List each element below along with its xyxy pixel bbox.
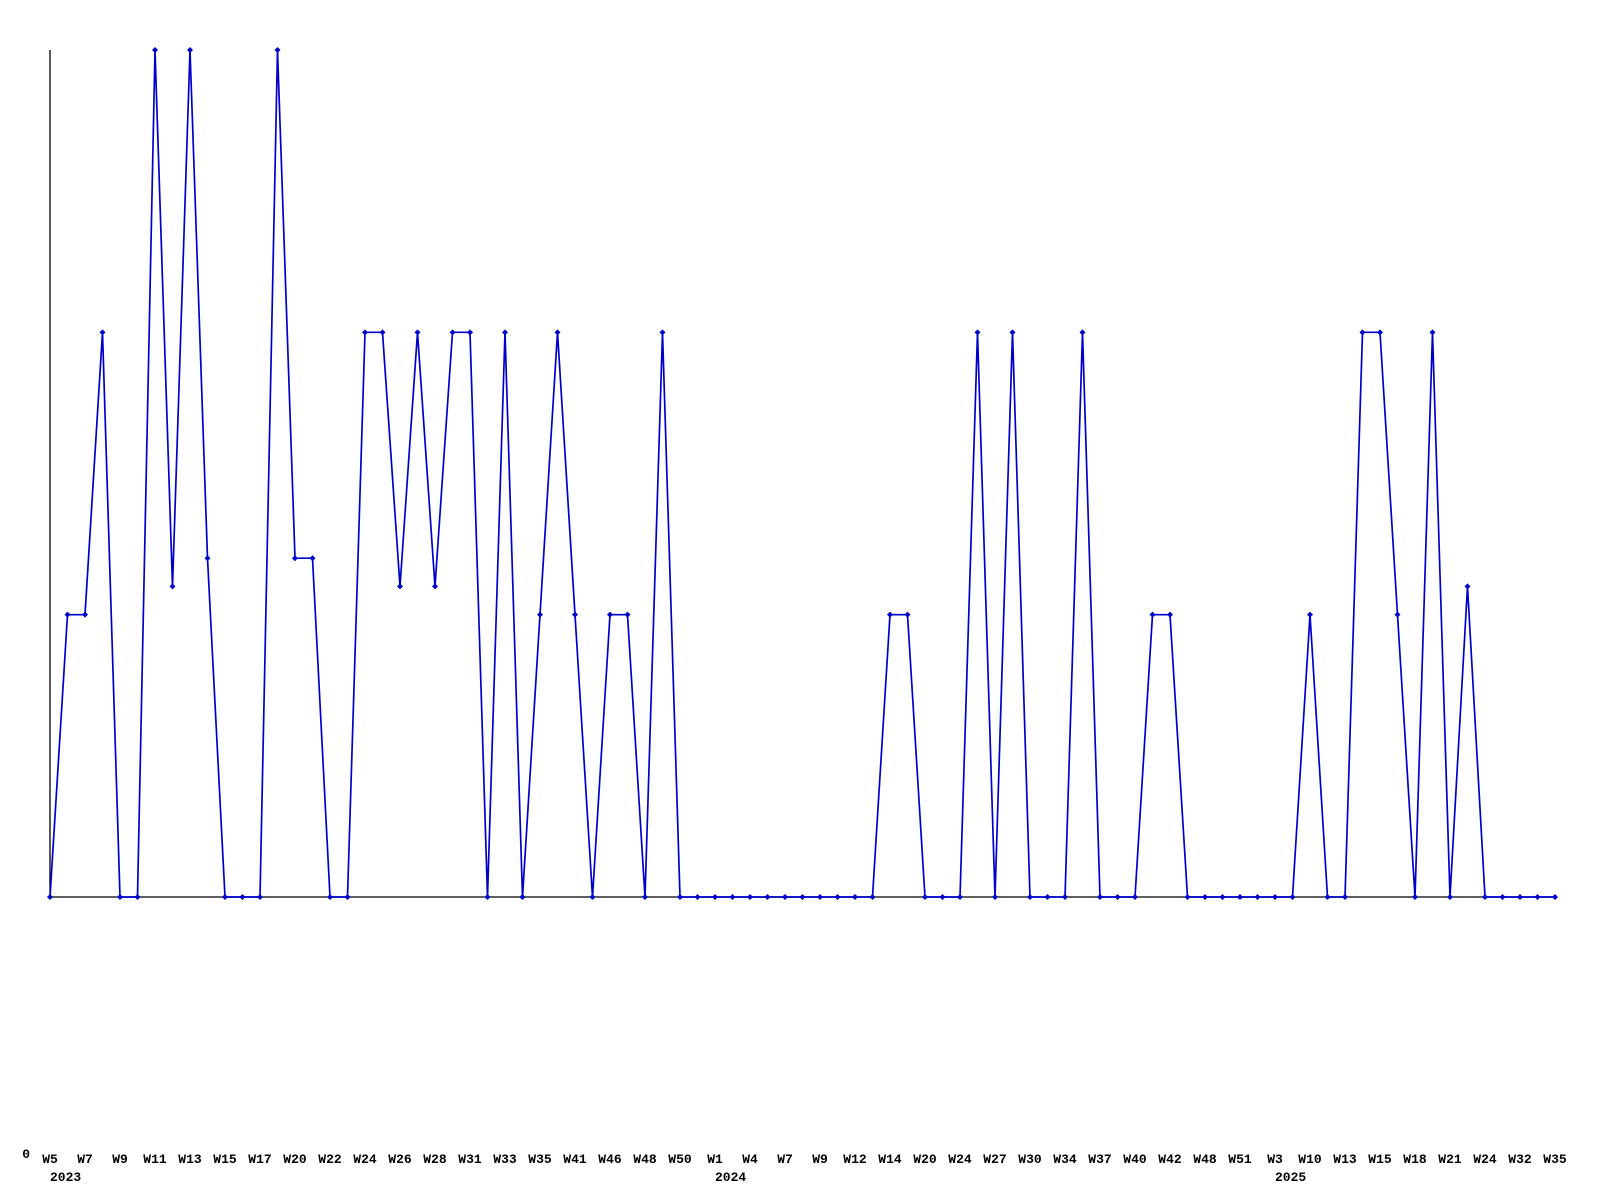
svg-text:W22: W22 xyxy=(318,1152,342,1167)
svg-text:W32: W32 xyxy=(1508,1152,1532,1167)
svg-text:W24: W24 xyxy=(948,1152,972,1167)
svg-text:0: 0 xyxy=(22,1147,30,1162)
svg-text:W9: W9 xyxy=(812,1152,828,1167)
svg-text:W1: W1 xyxy=(707,1152,723,1167)
svg-text:2025: 2025 xyxy=(1275,1170,1306,1185)
svg-text:W10: W10 xyxy=(1298,1152,1322,1167)
svg-text:W17: W17 xyxy=(248,1152,271,1167)
svg-text:W18: W18 xyxy=(1403,1152,1427,1167)
svg-text:W9: W9 xyxy=(112,1152,128,1167)
svg-text:W35: W35 xyxy=(528,1152,552,1167)
svg-text:W28: W28 xyxy=(423,1152,447,1167)
svg-text:W4: W4 xyxy=(742,1152,758,1167)
svg-text:W35: W35 xyxy=(1543,1152,1567,1167)
svg-text:W11: W11 xyxy=(143,1152,167,1167)
svg-text:W15: W15 xyxy=(213,1152,237,1167)
svg-text:W41: W41 xyxy=(563,1152,587,1167)
svg-text:W12: W12 xyxy=(843,1152,867,1167)
svg-text:W7: W7 xyxy=(777,1152,793,1167)
svg-text:W40: W40 xyxy=(1123,1152,1147,1167)
svg-text:W37: W37 xyxy=(1088,1152,1111,1167)
svg-text:W51: W51 xyxy=(1228,1152,1252,1167)
svg-text:W30: W30 xyxy=(1018,1152,1042,1167)
svg-text:W24: W24 xyxy=(1473,1152,1497,1167)
svg-text:W26: W26 xyxy=(388,1152,412,1167)
svg-text:W20: W20 xyxy=(283,1152,307,1167)
svg-text:W3: W3 xyxy=(1267,1152,1283,1167)
svg-text:W42: W42 xyxy=(1158,1152,1182,1167)
svg-text:W50: W50 xyxy=(668,1152,692,1167)
svg-text:W20: W20 xyxy=(913,1152,937,1167)
svg-text:W5: W5 xyxy=(42,1152,58,1167)
svg-text:W48: W48 xyxy=(1193,1152,1217,1167)
svg-text:W7: W7 xyxy=(77,1152,93,1167)
svg-text:W15: W15 xyxy=(1368,1152,1392,1167)
svg-text:W48: W48 xyxy=(633,1152,657,1167)
svg-text:W27: W27 xyxy=(983,1152,1006,1167)
svg-text:W34: W34 xyxy=(1053,1152,1077,1167)
svg-text:2024: 2024 xyxy=(715,1170,746,1185)
svg-text:W46: W46 xyxy=(598,1152,622,1167)
svg-text:W24: W24 xyxy=(353,1152,377,1167)
svg-text:W21: W21 xyxy=(1438,1152,1462,1167)
svg-text:2023: 2023 xyxy=(50,1170,81,1185)
svg-text:W14: W14 xyxy=(878,1152,902,1167)
svg-text:W13: W13 xyxy=(178,1152,202,1167)
svg-text:W33: W33 xyxy=(493,1152,517,1167)
svg-text:W13: W13 xyxy=(1333,1152,1357,1167)
svg-text:W31: W31 xyxy=(458,1152,482,1167)
